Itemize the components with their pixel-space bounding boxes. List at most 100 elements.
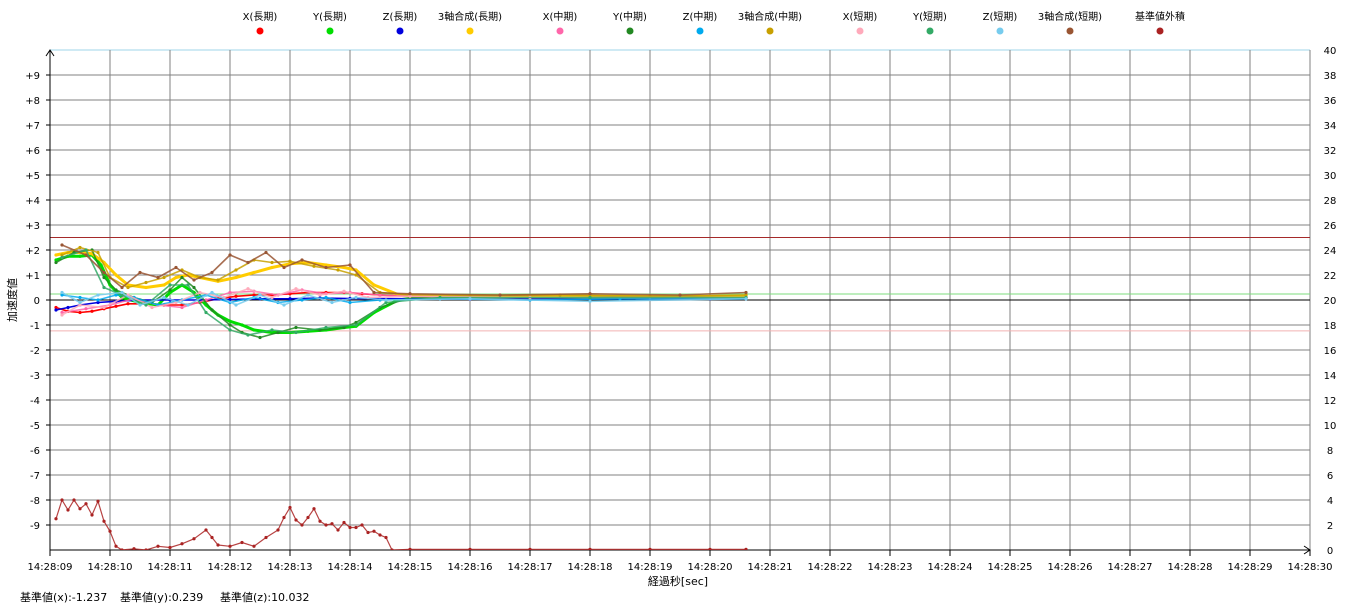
x-tick-label: 14:28:24: [928, 562, 973, 573]
data-point: [282, 265, 286, 270]
x-tick-label: 14:28:27: [1108, 562, 1153, 573]
data-point: [498, 293, 502, 297]
data-point: [252, 544, 256, 548]
y-right-tick-label: 28: [1324, 196, 1337, 207]
y-left-tick-label: -3: [30, 371, 40, 382]
y-right-tick-label: 4: [1327, 496, 1333, 507]
data-point: [324, 263, 328, 267]
data-point: [528, 547, 532, 550]
data-point: [210, 270, 214, 275]
y-left-tick-label: -6: [30, 446, 40, 457]
data-point: [156, 544, 160, 548]
x-tick-label: 14:28:09: [28, 562, 73, 573]
legend-label: Y(短期): [912, 10, 947, 23]
x-tick-label: 14:28:28: [1168, 562, 1213, 573]
legend-marker: [556, 27, 564, 35]
legend-marker: [626, 27, 634, 35]
data-point: [78, 303, 82, 307]
legend-marker: [326, 27, 334, 35]
data-point: [60, 293, 64, 297]
y-left-tick-label: -2: [30, 346, 40, 357]
data-point: [354, 525, 358, 530]
data-point: [744, 293, 748, 297]
data-point: [78, 310, 82, 315]
data-point: [54, 305, 58, 310]
data-point: [264, 535, 268, 540]
data-point: [342, 289, 346, 293]
legend-marker: [856, 27, 864, 35]
data-point: [294, 287, 298, 291]
data-point: [282, 515, 286, 520]
data-point: [60, 290, 64, 295]
data-point: [192, 537, 196, 541]
legend-marker: [696, 27, 704, 35]
legend-label: 3軸合成(長期): [438, 10, 502, 23]
data-point: [228, 297, 232, 302]
data-point: [108, 529, 112, 533]
data-point: [144, 285, 148, 290]
legend-marker: [1156, 27, 1164, 35]
data-point: [228, 323, 232, 327]
data-point: [102, 275, 106, 280]
y-axis-label: 加速度値: [5, 278, 19, 322]
data-point: [120, 290, 124, 295]
data-point: [348, 300, 352, 305]
x-tick-label: 14:28:15: [388, 562, 433, 573]
data-point: [78, 300, 82, 305]
data-point: [360, 523, 364, 527]
y-right-tick-label: 0: [1327, 546, 1333, 557]
data-point: [312, 507, 316, 511]
y-left-tick-label: -9: [30, 521, 40, 532]
data-point: [384, 300, 388, 305]
data-point: [192, 278, 196, 282]
data-point: [270, 295, 274, 300]
data-point: [324, 265, 328, 270]
data-point: [228, 328, 232, 332]
data-point: [168, 283, 172, 287]
data-point: [66, 305, 70, 310]
x-tick-label: 14:28:21: [748, 562, 793, 573]
y-right-tick-label: 6: [1327, 471, 1333, 482]
data-point: [372, 529, 376, 533]
series-line: [61, 291, 747, 306]
data-point: [228, 253, 232, 257]
data-point: [588, 547, 592, 550]
data-point: [588, 292, 592, 296]
y-left-tick-label: +4: [25, 196, 40, 207]
data-point: [84, 307, 88, 311]
data-point: [216, 278, 220, 282]
y-left-tick-label: +5: [25, 171, 40, 182]
data-point: [408, 547, 412, 550]
data-point: [342, 265, 346, 270]
y-left-tick-label: +7: [25, 121, 40, 132]
data-point: [288, 505, 292, 510]
reference-z-text: 基準値(z):10.032: [220, 591, 310, 604]
series-line: [61, 287, 746, 316]
data-point: [228, 290, 232, 295]
y-right-tick-label: 20: [1324, 296, 1337, 307]
data-point: [234, 268, 238, 272]
data-point: [390, 548, 394, 550]
data-point: [174, 275, 178, 280]
data-point: [54, 258, 58, 262]
data-point: [240, 323, 244, 327]
data-point: [120, 285, 124, 290]
data-point: [258, 293, 262, 297]
data-point: [96, 298, 100, 302]
legend-label: Z(長期): [383, 11, 418, 23]
y-left-tick-label: 0: [34, 296, 40, 307]
y-left-tick-label: +3: [25, 221, 40, 232]
x-tick-label: 14:28:19: [628, 562, 673, 573]
data-point: [60, 243, 64, 247]
data-point: [588, 295, 592, 300]
data-point: [96, 499, 100, 503]
data-point: [744, 547, 748, 550]
data-point: [180, 275, 184, 280]
data-point: [354, 273, 358, 277]
data-point: [210, 308, 214, 312]
data-point: [138, 303, 142, 307]
data-point: [318, 519, 322, 523]
data-point: [270, 260, 274, 265]
x-tick-label: 14:28:20: [688, 562, 733, 573]
